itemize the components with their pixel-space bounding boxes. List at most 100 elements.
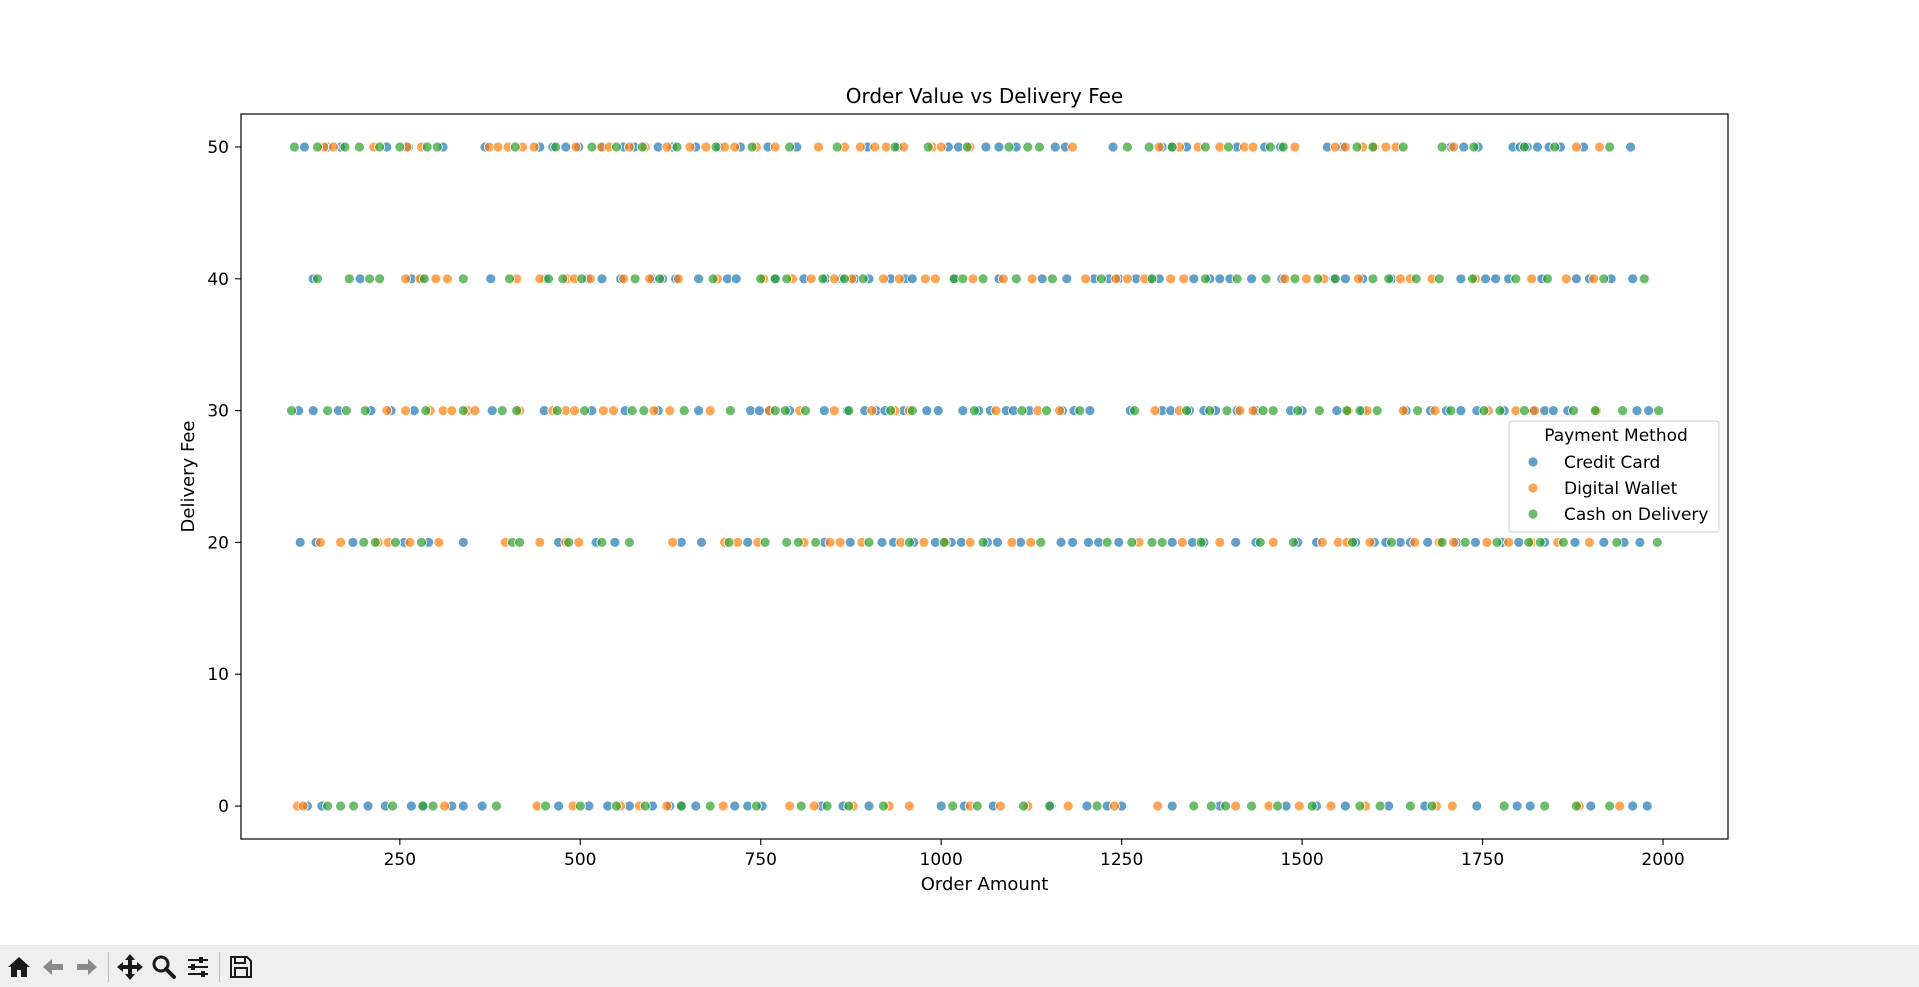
scatter-point (1080, 273, 1091, 285)
scatter-point (1364, 537, 1376, 548)
scatter-point (1436, 141, 1448, 153)
scatter-point (1188, 273, 1200, 285)
scatter-point (1091, 800, 1103, 812)
scatter-point (405, 800, 417, 812)
scatter-point (1634, 537, 1646, 548)
y-tick-label: 10 (207, 665, 229, 685)
y-axis-label: Delivery Fee (178, 421, 199, 533)
home-icon (8, 956, 30, 977)
scatter-point (1267, 405, 1279, 417)
scatter-point (829, 405, 840, 417)
scatter-point (1386, 537, 1397, 548)
configure-subplots-button[interactable] (183, 950, 213, 984)
legend: Payment Method Credit Card Digital Wallet… (1508, 420, 1720, 533)
scatter-point (1542, 273, 1553, 285)
scatter-point (957, 273, 969, 285)
scatter-point (843, 800, 855, 812)
scatter-point (1165, 273, 1177, 285)
scatter-point (725, 405, 736, 417)
scatter-point (1347, 537, 1358, 548)
scatter-point (938, 537, 950, 548)
scatter-point (1534, 537, 1546, 548)
scatter-point (1246, 273, 1257, 285)
scatter-point (971, 800, 983, 812)
scatter-point (1200, 141, 1211, 153)
scatter-point (550, 141, 562, 153)
figure-canvas: 250 500 750 1000 1250 1500 1750 2000 0 10 20 30 40 5… (178, 84, 1729, 895)
scatter-point (990, 405, 1002, 417)
scatter-point (1067, 141, 1078, 153)
scatter-point (1340, 141, 1351, 153)
scatter-point (353, 141, 365, 153)
scatter-point (1061, 273, 1073, 285)
scatter-point (596, 537, 608, 548)
home-button[interactable] (4, 950, 34, 984)
scatter-point (1340, 273, 1351, 285)
scatter-point (598, 405, 609, 417)
scatter-point (1494, 405, 1506, 417)
scatter-point (1018, 800, 1029, 812)
pan-button[interactable] (115, 950, 145, 984)
navigation-toolbar (0, 945, 1919, 987)
scatter-point (805, 273, 817, 285)
zoom-button[interactable] (149, 950, 179, 984)
scatter-point (1195, 537, 1207, 548)
scatter-point (866, 405, 878, 417)
scatter-point (993, 141, 1005, 153)
scatter-point (1511, 800, 1523, 812)
scatter-point (675, 800, 687, 812)
sliders-icon (188, 956, 208, 977)
scatter-point (1510, 273, 1522, 285)
scatter-point (818, 405, 830, 417)
scatter-point (918, 537, 930, 548)
scatter-point (446, 405, 458, 417)
scatter-point (673, 273, 684, 285)
y-tick-label: 30 (207, 402, 229, 422)
scatter-point (1181, 405, 1192, 417)
scatter-point (1223, 141, 1234, 153)
scatter-point (935, 141, 947, 153)
scatter-point (1122, 141, 1133, 153)
scatter-point (696, 537, 707, 548)
scatter-point (678, 405, 690, 417)
scatter-point (1329, 273, 1341, 285)
scatter-point (576, 273, 588, 285)
scatter-point (294, 537, 306, 548)
scatter-point (1643, 405, 1654, 417)
scatter-point (297, 800, 309, 812)
scatter-point (769, 405, 781, 417)
x-axis-ticks: 250 500 750 1000 1250 1500 1750 2000 (384, 839, 1685, 870)
scatter-point (1409, 537, 1421, 548)
scatter-point (857, 273, 869, 285)
scatter-point (624, 141, 635, 153)
scatter-point (639, 800, 651, 812)
scatter-point (1604, 141, 1615, 153)
scatter-point (751, 800, 762, 812)
scatter-point (1638, 273, 1650, 285)
scatter-point (1445, 405, 1457, 417)
scatter-point (919, 273, 931, 285)
scatter-point (885, 405, 897, 417)
scatter-point (394, 141, 406, 153)
scatter-point (586, 141, 598, 153)
scatter-point (551, 405, 563, 417)
series-digital-wallet (291, 141, 1626, 812)
scatter-point (343, 273, 355, 285)
x-tick-label: 1000 (920, 850, 963, 870)
scatter-point (1568, 405, 1579, 417)
scatter-point (1083, 537, 1094, 548)
scatter-point (932, 405, 944, 417)
save-button[interactable] (226, 950, 256, 984)
scatter-point (1178, 273, 1190, 285)
scatter-point (504, 273, 515, 285)
scatter-point (746, 141, 758, 153)
scatter-point (557, 273, 569, 285)
scatter-point (404, 537, 416, 548)
scatter-point (1588, 273, 1600, 285)
scatter-point (1126, 537, 1138, 548)
scatter-point (1513, 537, 1525, 548)
scatter-point (863, 800, 875, 812)
back-button[interactable] (38, 950, 68, 984)
forward-button[interactable] (72, 950, 102, 984)
scatter-point (1571, 273, 1582, 285)
